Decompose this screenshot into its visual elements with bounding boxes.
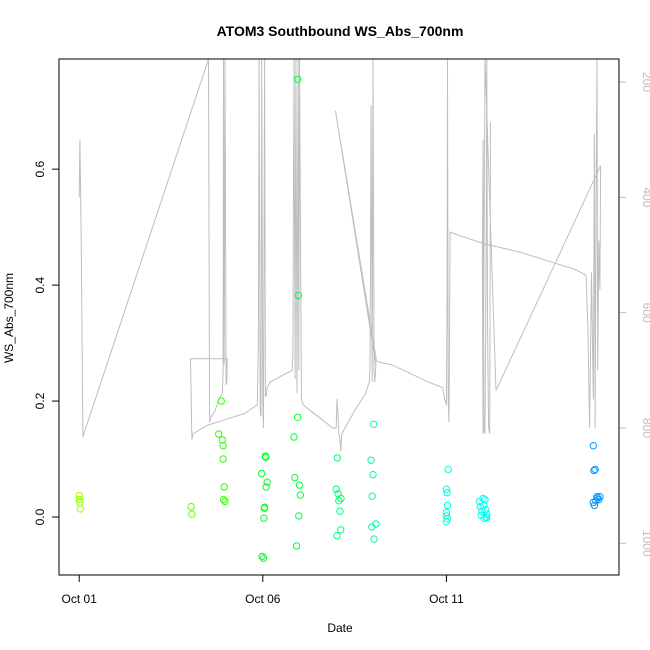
data-point bbox=[220, 483, 228, 491]
data-point bbox=[481, 495, 489, 504]
data-point bbox=[589, 442, 597, 450]
x-axis-label: Date bbox=[327, 621, 353, 635]
x-tick-label: Oct 11 bbox=[429, 592, 464, 606]
data-point bbox=[217, 397, 226, 405]
data-point bbox=[476, 502, 484, 511]
y-tick-label: 0.0 bbox=[33, 508, 47, 525]
data-point bbox=[337, 494, 345, 503]
plot-frame bbox=[58, 58, 620, 576]
y2-tick-label: 600 bbox=[640, 303, 650, 323]
data-point bbox=[332, 485, 340, 493]
y-tick-label: 0.6 bbox=[33, 160, 47, 177]
data-point bbox=[294, 413, 302, 421]
y-axis-label: WS_Abs_700nm bbox=[2, 273, 16, 363]
axes: Oct 01 Oct 06 Oct 11 0.0 0.2 0.4 0.6 200 400 600 8… bbox=[33, 72, 650, 606]
data-point bbox=[295, 481, 304, 489]
y-tick-label: 0.4 bbox=[33, 276, 47, 293]
data-point bbox=[367, 456, 375, 464]
data-point bbox=[372, 520, 380, 528]
data-point bbox=[295, 512, 303, 520]
data-point bbox=[296, 491, 304, 499]
x-tick-label: Oct 01 bbox=[62, 592, 98, 606]
data-point bbox=[337, 526, 345, 534]
x-tick-label: Oct 06 bbox=[245, 592, 281, 606]
data-point bbox=[335, 497, 343, 505]
data-point bbox=[480, 501, 488, 510]
data-point bbox=[482, 505, 490, 514]
data-point bbox=[333, 531, 341, 540]
data-point bbox=[260, 514, 268, 522]
data-point bbox=[482, 513, 490, 521]
data-point bbox=[294, 75, 302, 84]
data-point bbox=[219, 442, 227, 450]
data-point bbox=[443, 489, 451, 497]
data-point bbox=[443, 515, 452, 523]
data-point bbox=[259, 554, 268, 562]
data-point bbox=[483, 513, 491, 522]
data-point bbox=[291, 473, 299, 482]
data-point bbox=[479, 494, 487, 503]
data-point bbox=[483, 510, 491, 518]
y2-tick-label: 200 bbox=[640, 72, 650, 92]
point-series bbox=[75, 75, 604, 562]
data-point bbox=[590, 501, 599, 510]
data-point bbox=[76, 505, 85, 513]
data-point bbox=[370, 535, 378, 543]
data-point bbox=[596, 493, 604, 501]
data-point bbox=[221, 497, 229, 506]
y2-tick-label: 800 bbox=[640, 418, 650, 438]
data-point bbox=[263, 478, 271, 486]
data-point bbox=[188, 510, 196, 518]
data-point bbox=[258, 552, 266, 561]
data-point bbox=[333, 454, 341, 462]
data-point bbox=[369, 471, 377, 479]
data-point bbox=[219, 495, 228, 504]
y2-line-series bbox=[78, 58, 602, 452]
data-point bbox=[368, 492, 376, 500]
chart-title: ATOM3 Southbound WS_Abs_700nm bbox=[217, 23, 464, 39]
data-point bbox=[262, 483, 270, 491]
data-point bbox=[75, 495, 83, 504]
y2-tick-label: 1000 bbox=[640, 530, 650, 557]
data-point bbox=[219, 455, 227, 463]
y2-line bbox=[78, 58, 602, 452]
data-point bbox=[292, 542, 301, 550]
y2-tick-label: 400 bbox=[640, 187, 650, 207]
data-point bbox=[591, 465, 599, 474]
data-point bbox=[444, 465, 452, 474]
data-point bbox=[215, 430, 223, 438]
data-point bbox=[218, 436, 227, 444]
data-point bbox=[290, 433, 298, 441]
data-point bbox=[294, 291, 303, 300]
data-point bbox=[258, 469, 266, 478]
data-point bbox=[442, 485, 451, 493]
data-point bbox=[75, 491, 83, 500]
data-point bbox=[262, 453, 270, 461]
y-tick-label: 0.2 bbox=[33, 392, 47, 409]
data-point bbox=[370, 420, 378, 428]
data-point bbox=[590, 466, 598, 475]
data-point bbox=[187, 502, 195, 511]
data-point bbox=[260, 503, 269, 511]
data-point bbox=[336, 507, 344, 515]
data-point bbox=[443, 501, 452, 510]
